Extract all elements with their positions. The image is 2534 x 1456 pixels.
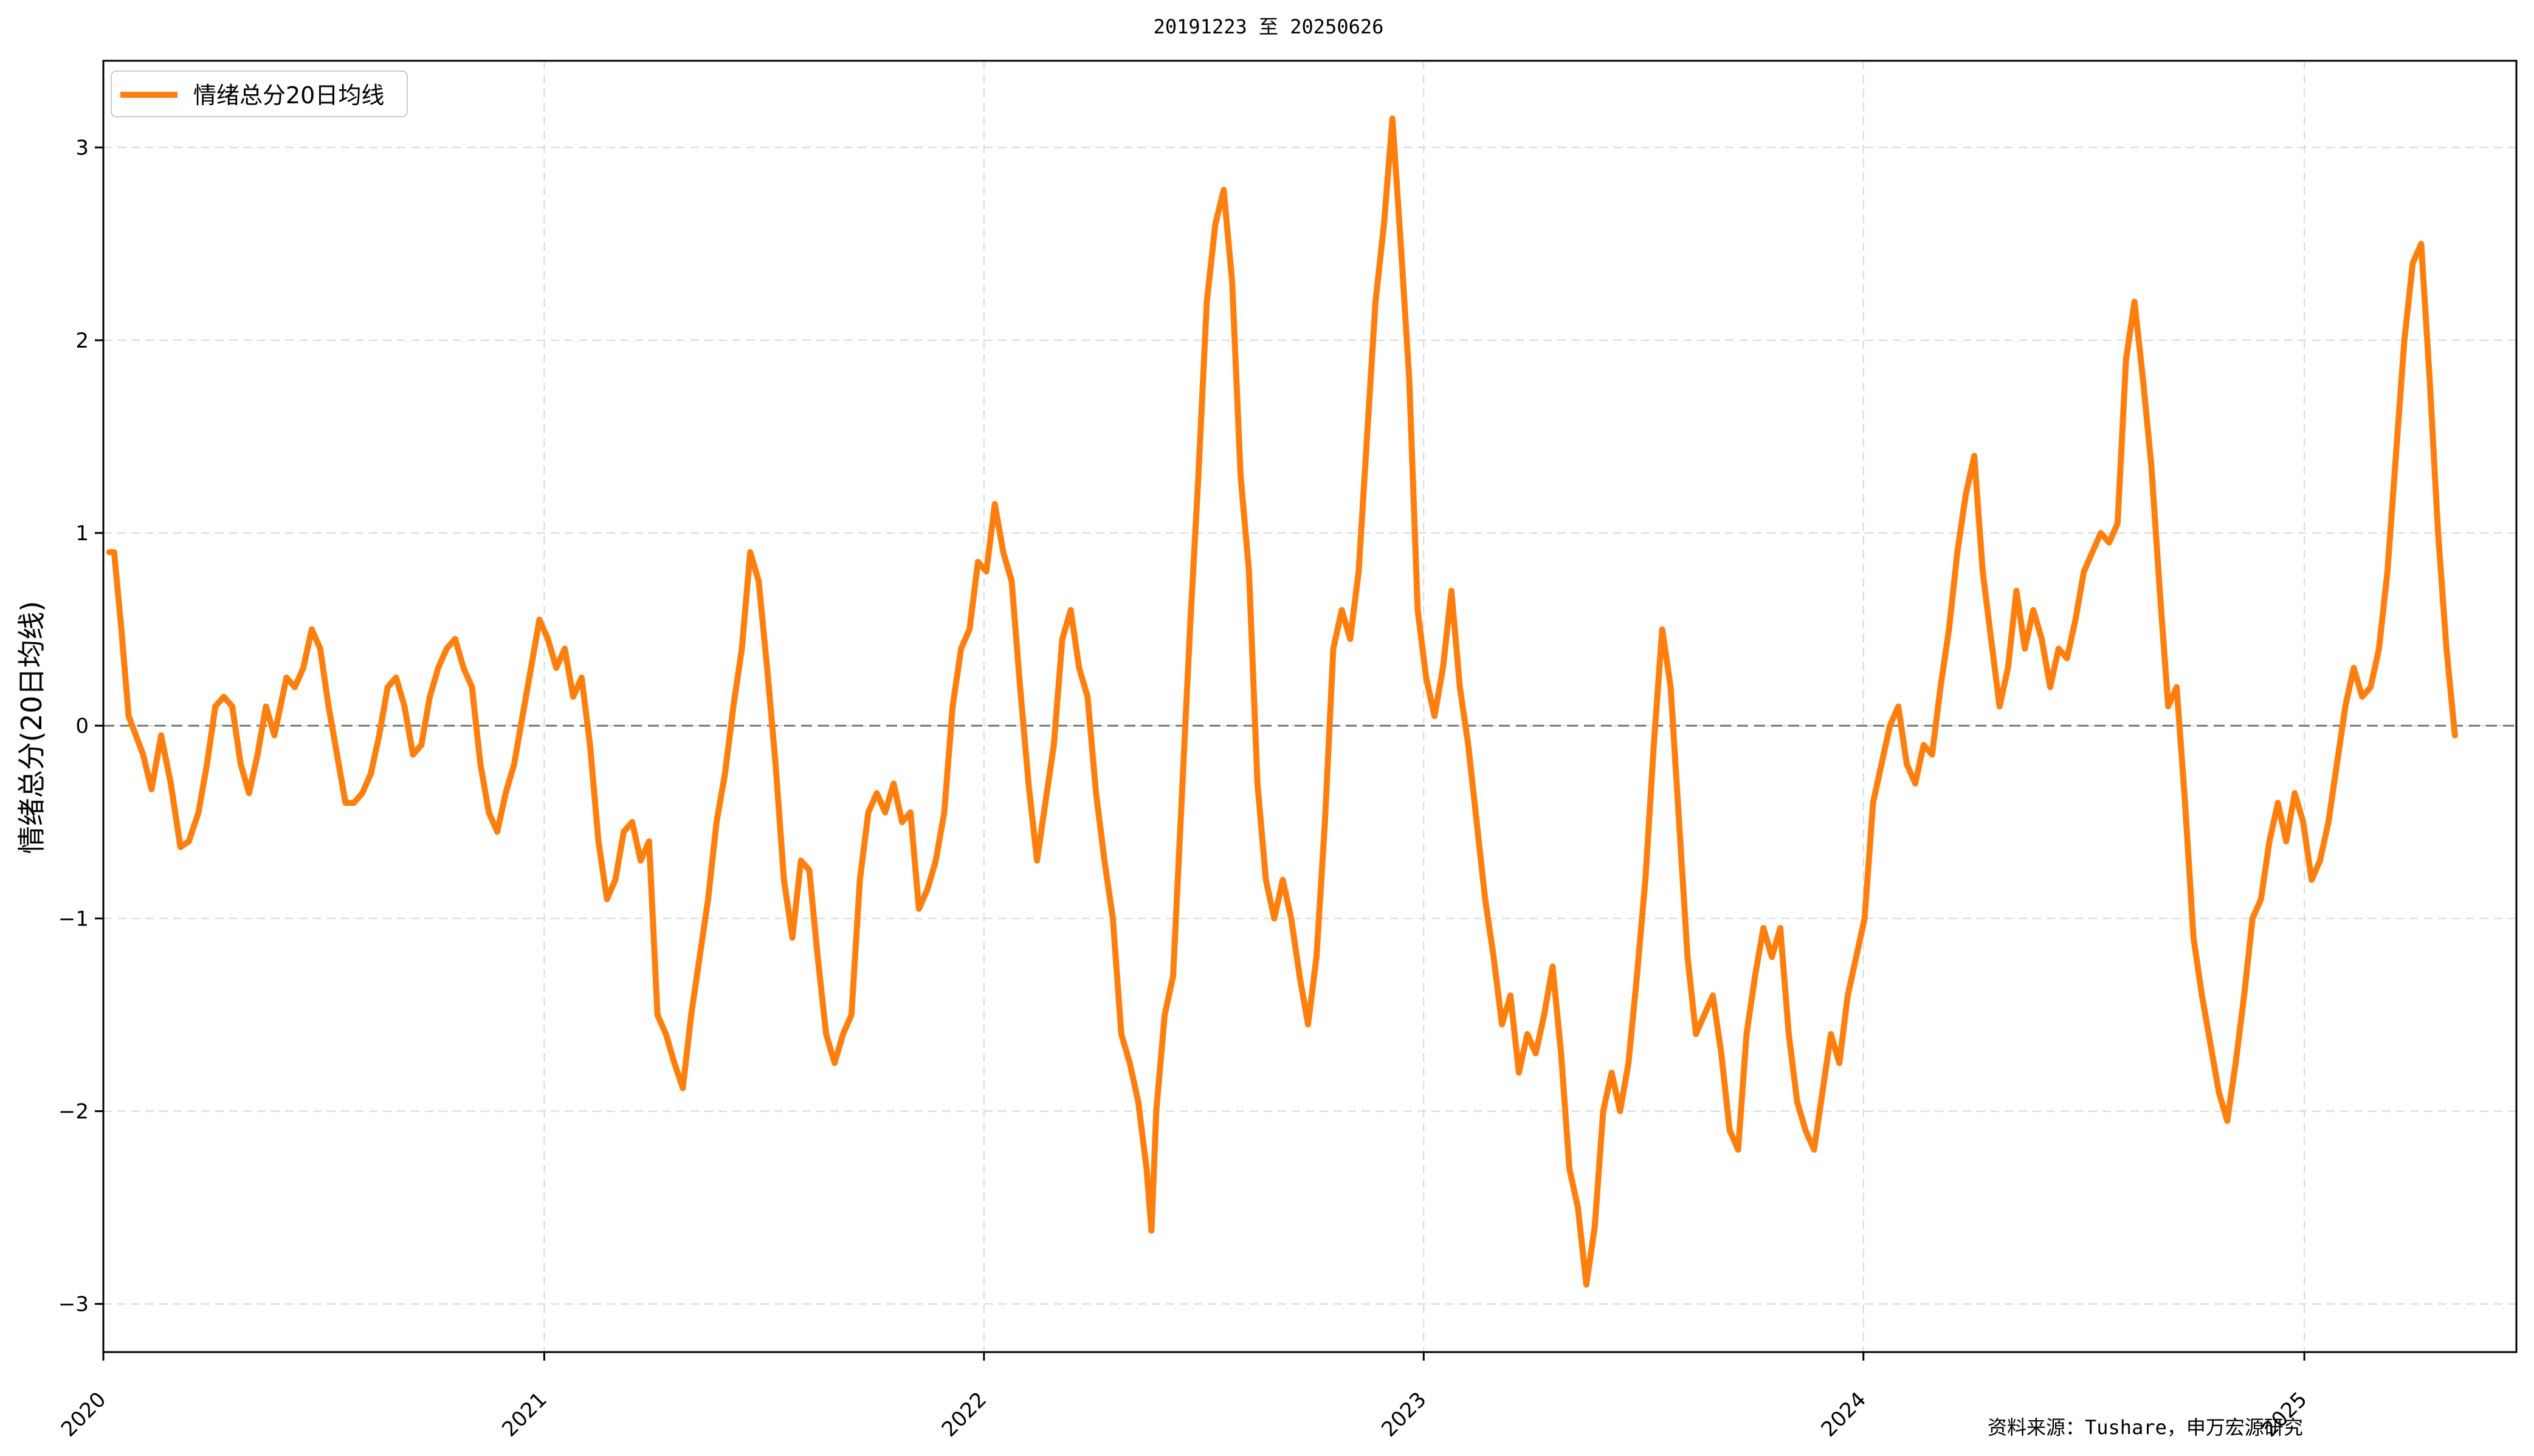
y-tick-label: 2 xyxy=(75,329,89,353)
y-tick-label: −2 xyxy=(58,1100,89,1124)
source-note: 资料来源：Tushare，申万宏源研究 xyxy=(1988,1416,2303,1439)
legend-label: 情绪总分20日均线 xyxy=(193,82,384,109)
y-tick-label: −1 xyxy=(58,907,89,931)
y-tick-label: −3 xyxy=(58,1293,89,1317)
series-layer xyxy=(106,115,2458,1288)
plot-frame xyxy=(102,60,2518,1353)
series-line-sentiment-ma20 xyxy=(106,115,2458,1288)
legend-box xyxy=(111,70,408,117)
y-axis-label: 情绪总分(20日均线) xyxy=(15,601,48,854)
y-tick-label: 3 xyxy=(75,136,89,160)
legend: 情绪总分20日均线 xyxy=(111,70,408,117)
y-tick-label: 0 xyxy=(75,714,89,738)
chart-title: 20191223 至 20250626 xyxy=(1154,15,1384,38)
y-tick-label: 1 xyxy=(75,521,89,546)
y-axis: −3 −2 −1 0 1 2 3 xyxy=(58,136,103,1317)
